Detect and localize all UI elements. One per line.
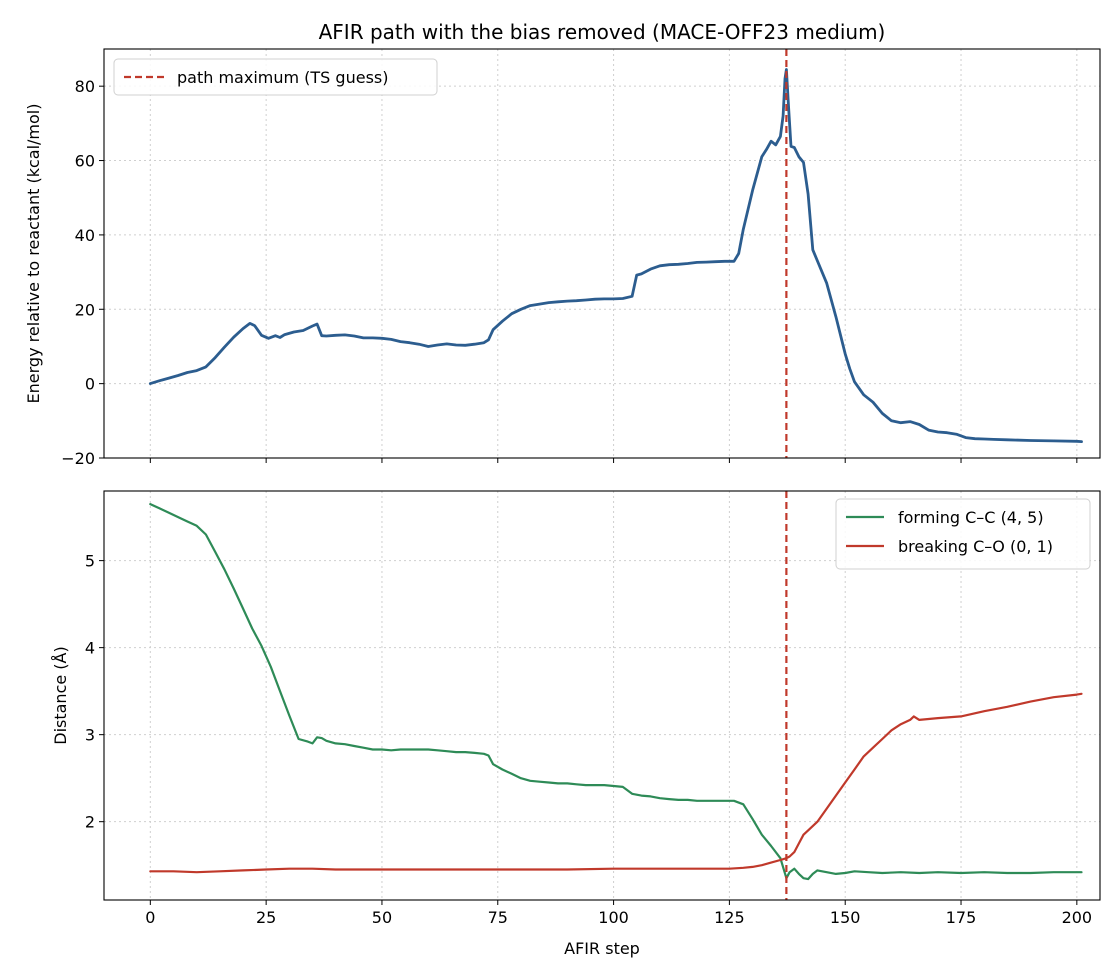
y-tick-label: 80 [75, 77, 95, 96]
x-tick-label: 100 [598, 908, 629, 927]
x-tick-label: 25 [256, 908, 276, 927]
y-tick-label: 2 [85, 813, 95, 832]
y-tick-label: 4 [85, 639, 95, 658]
axes-frame [103, 48, 1101, 459]
legend: forming C–C (4, 5) breaking C–O (0, 1) [835, 498, 1091, 570]
legend-box [835, 498, 1091, 570]
legend-label: forming C–C (4, 5) [898, 508, 1044, 527]
chart-title: AFIR path with the bias removed (MACE-OF… [319, 20, 886, 44]
x-tick-label: 125 [714, 908, 745, 927]
x-tick-label: 150 [830, 908, 861, 927]
legend-label: path maximum (TS guess) [177, 68, 388, 87]
series-line-2 [149, 692, 1083, 874]
series-group [149, 503, 1083, 881]
x-tick-label: 0 [145, 908, 155, 927]
legend-box [113, 58, 438, 96]
x-tick-label: 175 [946, 908, 977, 927]
chart-panel-2: 0 25 50 75 100 125 150 175 200 2 3 4 5 AFIR step Dista… [51, 490, 1101, 958]
y-tick-label: 3 [85, 726, 95, 745]
x-tick-label: 75 [488, 908, 508, 927]
legend-label: breaking C–O (0, 1) [898, 537, 1053, 556]
series-line-1 [149, 503, 1083, 881]
series-line-1 [148, 68, 1083, 444]
y-tick-label: 0 [85, 375, 95, 394]
axes-frame [103, 490, 1101, 901]
chart-panel-1: −20 0 20 40 60 80 AFIR path with the bias remo… [24, 20, 1101, 468]
y-tick-label: 60 [75, 152, 95, 171]
y-axis-label: Distance (Å) [51, 646, 70, 744]
series-group [148, 68, 1083, 444]
y-axis-label: Energy relative to reactant (kcal/mol) [24, 104, 43, 404]
x-axis-label: AFIR step [564, 939, 640, 958]
x-tick-label: 50 [372, 908, 392, 927]
y-tick-label: 5 [85, 552, 95, 571]
y-tick-label: 20 [75, 300, 95, 319]
legend: path maximum (TS guess) [113, 58, 438, 96]
y-tick-label: 40 [75, 226, 95, 245]
x-tick-label: 200 [1062, 908, 1093, 927]
y-tick-label: −20 [61, 449, 95, 468]
